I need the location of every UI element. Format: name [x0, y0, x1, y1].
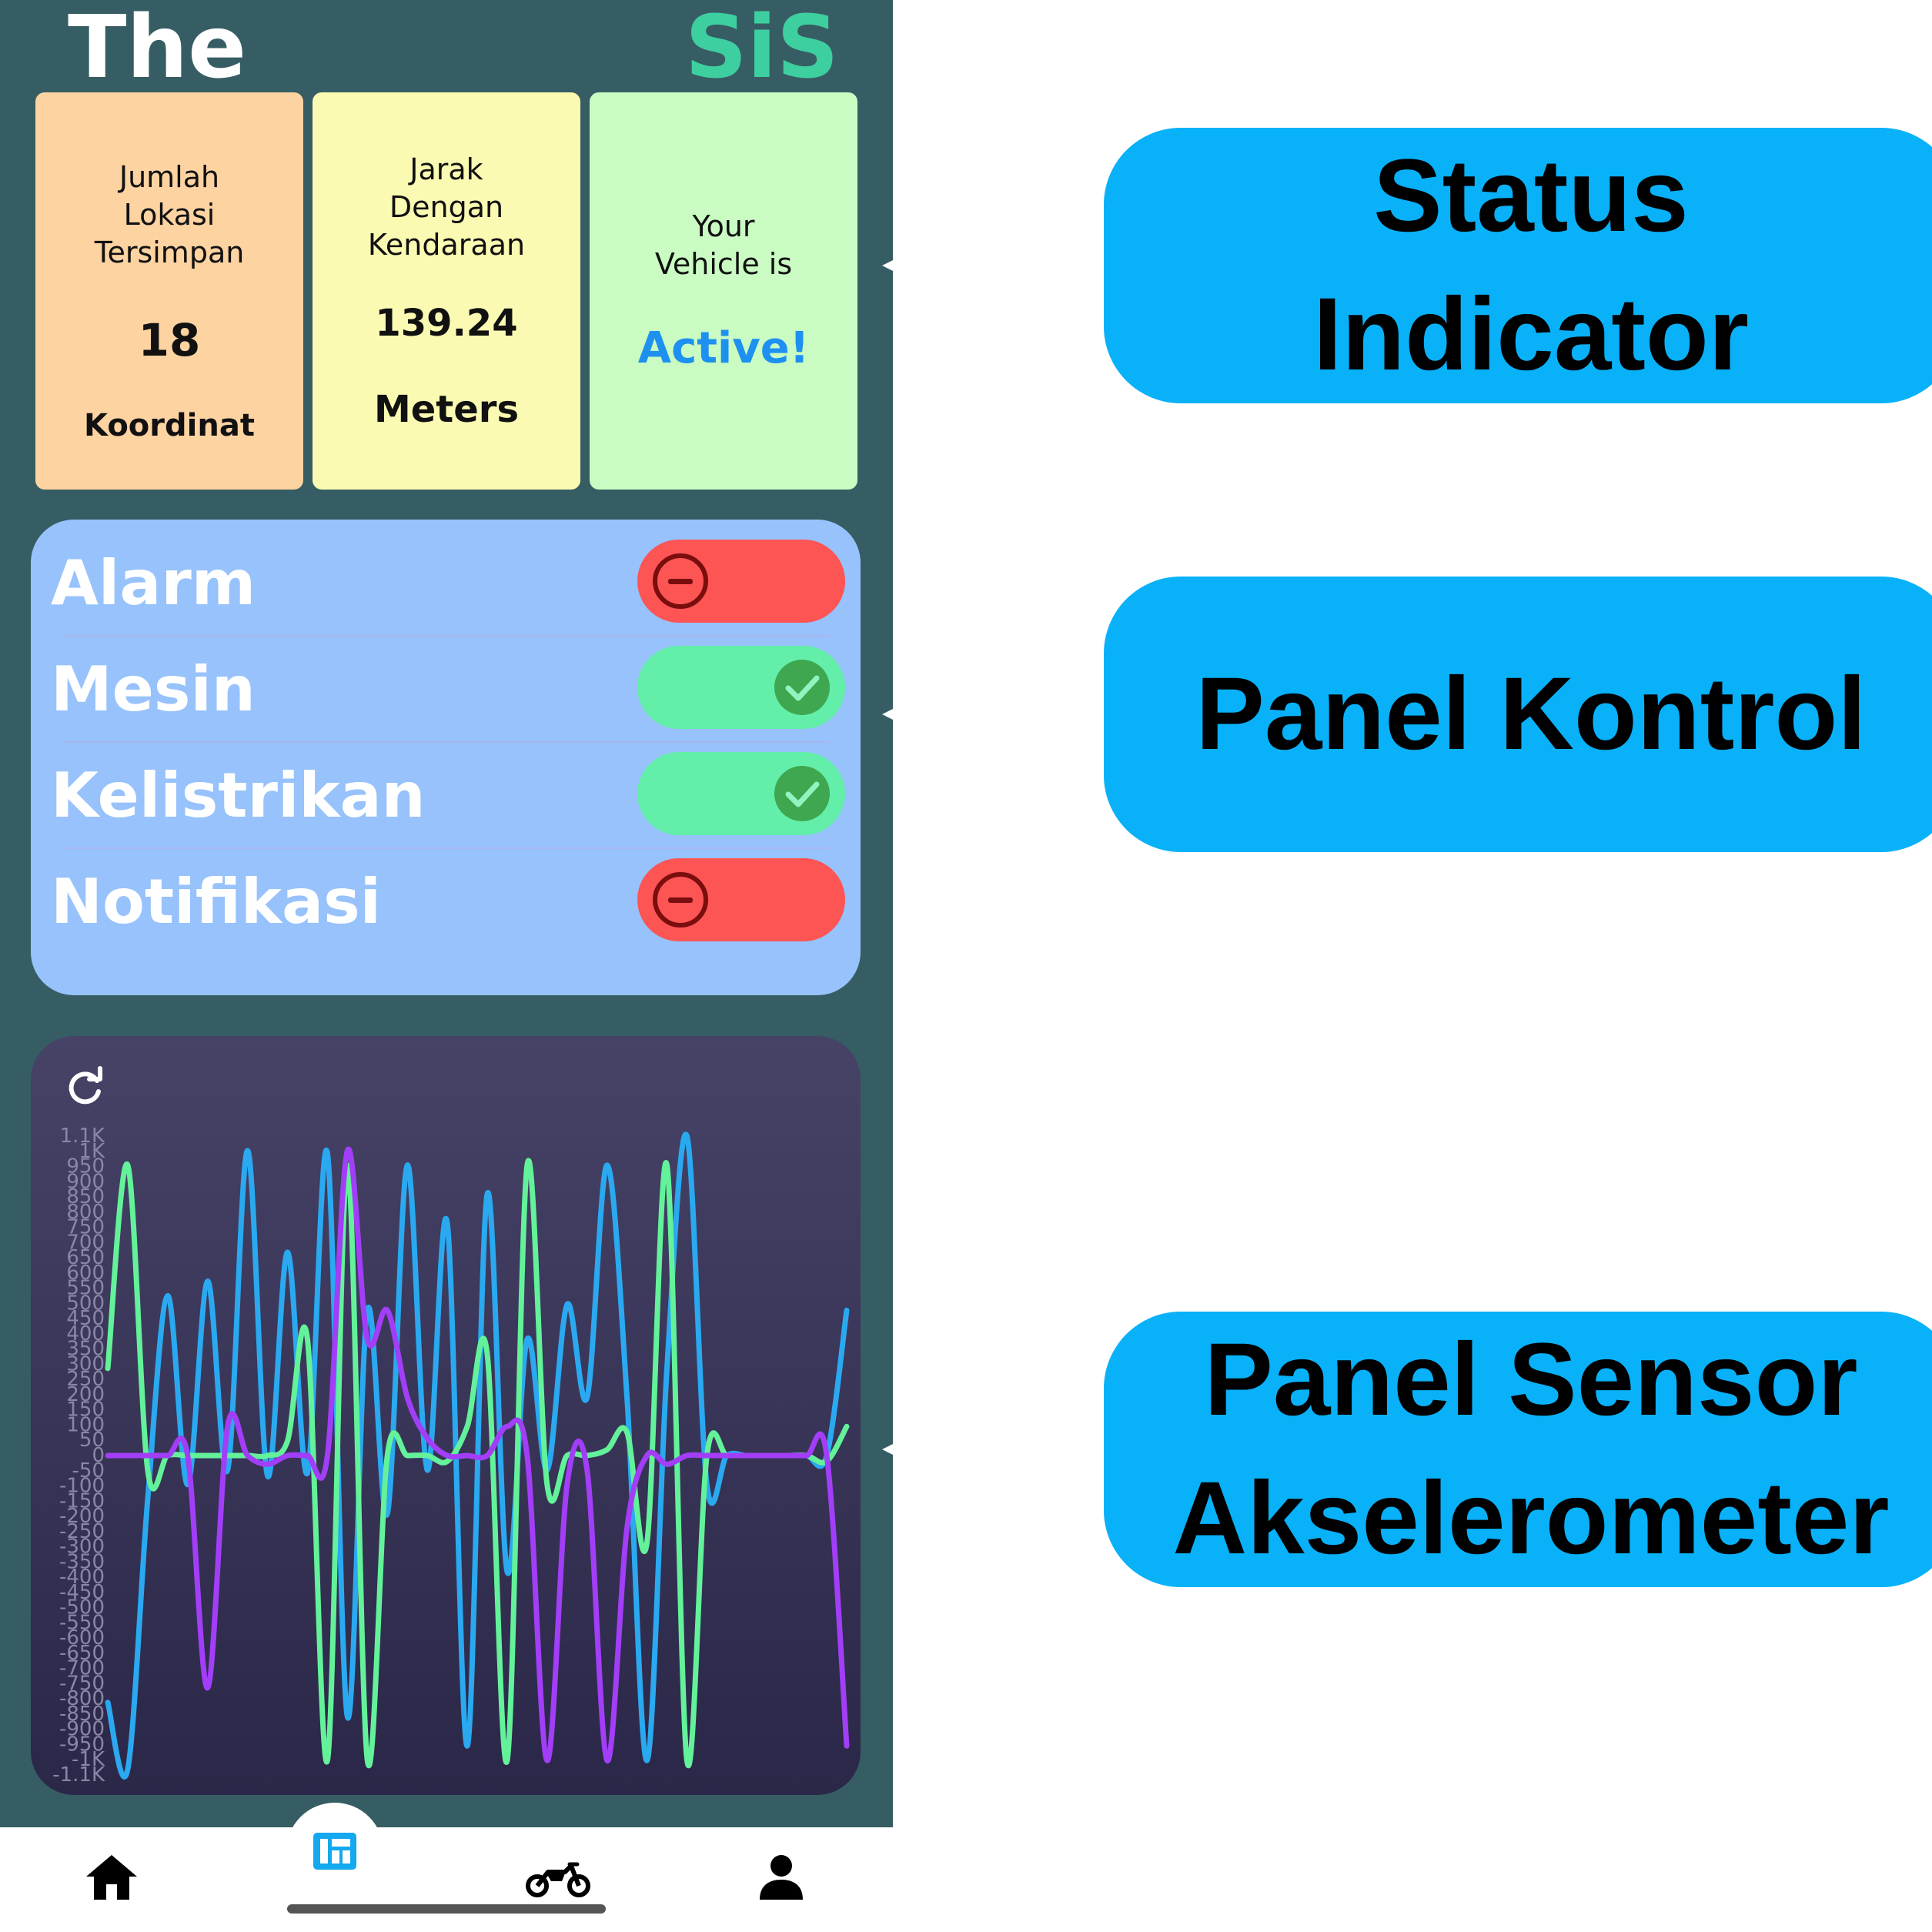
saved-locations-card: Jumlah Lokasi Tersimpan 18 Koordinat	[35, 92, 303, 490]
electrical-label: Kelistrikan	[51, 760, 426, 831]
y-tick-label: -600	[59, 1626, 105, 1650]
y-tick-label: 550	[66, 1277, 105, 1300]
dashboard-icon	[313, 1833, 356, 1870]
y-tick-label: -800	[59, 1687, 105, 1710]
y-tick-label: -850	[59, 1703, 105, 1726]
y-tick-label: -150	[59, 1489, 105, 1513]
y-tick-label: 150	[66, 1399, 105, 1422]
home-indicator	[287, 1904, 606, 1914]
annotation-sensor-panel: Panel Sensor Akselerometer	[1104, 1312, 1932, 1587]
pointer-arrow	[882, 709, 893, 720]
y-tick-label: 100	[66, 1413, 105, 1436]
y-tick-label: -950	[59, 1733, 105, 1756]
saved-locations-caption: Jumlah Lokasi Tersimpan	[94, 160, 245, 269]
pointer-arrow	[882, 1444, 893, 1455]
y-tick-label: -650	[59, 1642, 105, 1665]
y-tick-label: 1.1K	[60, 1125, 105, 1148]
y-tick-label: 50	[79, 1429, 105, 1452]
series-line-3	[105, 1146, 850, 1763]
y-tick-label: -400	[59, 1566, 105, 1589]
y-tick-label: 300	[66, 1352, 105, 1375]
notification-toggle[interactable]	[637, 858, 845, 941]
control-row-electrical: Kelistrikan	[31, 743, 861, 849]
vehicle-distance-caption: Jarak Dengan Kendaraan	[367, 152, 526, 262]
check-circle-icon	[774, 766, 830, 821]
y-tick-label: -900	[59, 1718, 105, 1741]
alarm-label: Alarm	[51, 547, 256, 619]
y-tick-label: -200	[59, 1505, 105, 1528]
annotation-status-indicator: Status Indicator	[1104, 128, 1932, 403]
series-line-1	[105, 1131, 850, 1780]
y-tick-label: -500	[59, 1596, 105, 1619]
y-tick-label: 600	[66, 1262, 105, 1285]
y-tick-label: 800	[66, 1201, 105, 1224]
minus-circle-icon	[653, 872, 708, 928]
engine-label: Mesin	[51, 653, 256, 725]
pointer-arrow	[882, 260, 893, 271]
y-tick-label: -550	[59, 1611, 105, 1634]
vehicle-distance-card: Jarak Dengan Kendaraan 139.24 Meters	[313, 92, 580, 490]
y-tick-label: 650	[66, 1246, 105, 1269]
y-tick-label: 450	[66, 1307, 105, 1330]
y-tick-label: -350	[59, 1550, 105, 1573]
y-tick-label: -50	[72, 1459, 105, 1482]
y-tick-label: 750	[66, 1216, 105, 1239]
vehicle-status-card: Your Vehicle is Active!	[590, 92, 857, 490]
saved-locations-unit: Koordinat	[84, 408, 255, 443]
y-tick-label: 500	[66, 1292, 105, 1315]
y-tick-label: 700	[66, 1231, 105, 1254]
accelerometer-chart: 1.1K1K9509008508007507006506005505004504…	[52, 1125, 850, 1787]
y-tick-label: -250	[59, 1520, 105, 1543]
y-tick-label: -300	[59, 1536, 105, 1559]
app-title-left: The	[68, 0, 247, 98]
electrical-toggle[interactable]	[637, 752, 845, 835]
vehicle-status-caption: Your Vehicle is	[654, 209, 793, 281]
vehicle-distance-unit: Meters	[373, 388, 520, 431]
y-tick-label: -700	[59, 1657, 105, 1680]
y-tick-label: -1K	[72, 1748, 105, 1771]
y-tick-label: -750	[59, 1672, 105, 1695]
control-row-notification: Notifikasi	[31, 849, 861, 955]
home-icon[interactable]	[85, 1853, 139, 1901]
control-panel: Alarm Mesin Kelistrikan Notifikasi	[31, 520, 861, 995]
control-row-engine: Mesin	[31, 637, 861, 743]
notification-label: Notifikasi	[51, 866, 382, 938]
engine-toggle[interactable]	[637, 646, 845, 729]
y-tick-label: 250	[66, 1368, 105, 1391]
vehicle-distance-value: 139.24	[375, 302, 518, 345]
y-tick-label: 200	[66, 1383, 105, 1406]
alarm-toggle[interactable]	[637, 540, 845, 623]
vehicle-status-value: Active!	[637, 323, 810, 373]
control-row-alarm: Alarm	[31, 530, 861, 637]
y-tick-label: 350	[66, 1338, 105, 1361]
refresh-icon[interactable]	[63, 1065, 108, 1110]
nav-dashboard-button[interactable]	[286, 1803, 383, 1900]
saved-locations-value: 18	[138, 314, 201, 366]
app-title-right: SiS	[685, 0, 839, 98]
y-tick-label: 950	[66, 1155, 105, 1178]
y-tick-label: 900	[66, 1170, 105, 1193]
minus-circle-icon	[653, 553, 708, 609]
phone-screen: The SiS Jumlah Lokasi Tersimpan 18 Koord…	[0, 0, 893, 1932]
check-circle-icon	[774, 660, 830, 715]
y-tick-label: 0	[92, 1444, 105, 1467]
y-tick-label: 850	[66, 1185, 105, 1208]
annotation-control-panel: Panel Kontrol	[1104, 577, 1932, 852]
motorcycle-icon[interactable]	[525, 1858, 591, 1898]
divider	[62, 741, 830, 743]
accelerometer-panel: 1.1K 1K 950 900 850 800 750 700 650 600 550 500 450 4…	[31, 1036, 861, 1795]
series-line-2	[105, 1158, 850, 1769]
y-tick-label: -100	[59, 1475, 105, 1498]
person-icon[interactable]	[758, 1853, 804, 1901]
y-tick-label: -1.1K	[52, 1763, 105, 1787]
bottom-navigation	[0, 1827, 893, 1932]
y-tick-label: 400	[66, 1322, 105, 1345]
divider	[62, 635, 830, 637]
y-tick-label: 1K	[79, 1140, 105, 1163]
divider	[62, 847, 830, 849]
y-tick-label: -450	[59, 1581, 105, 1604]
